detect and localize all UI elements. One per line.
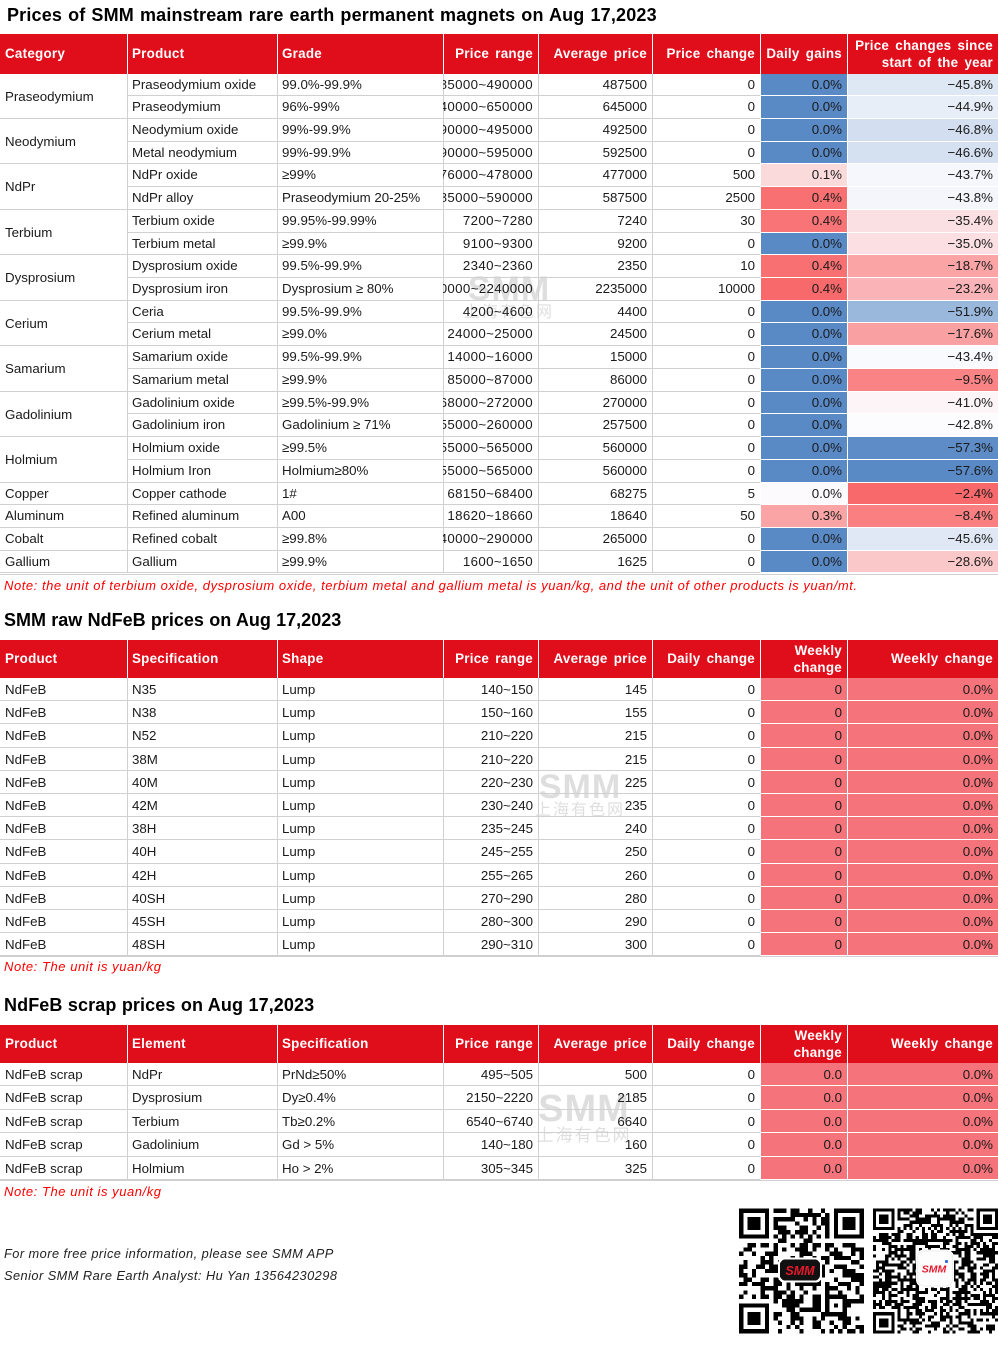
svg-text:SMM: SMM	[922, 1264, 947, 1276]
svg-text:SMM: SMM	[785, 1264, 815, 1278]
